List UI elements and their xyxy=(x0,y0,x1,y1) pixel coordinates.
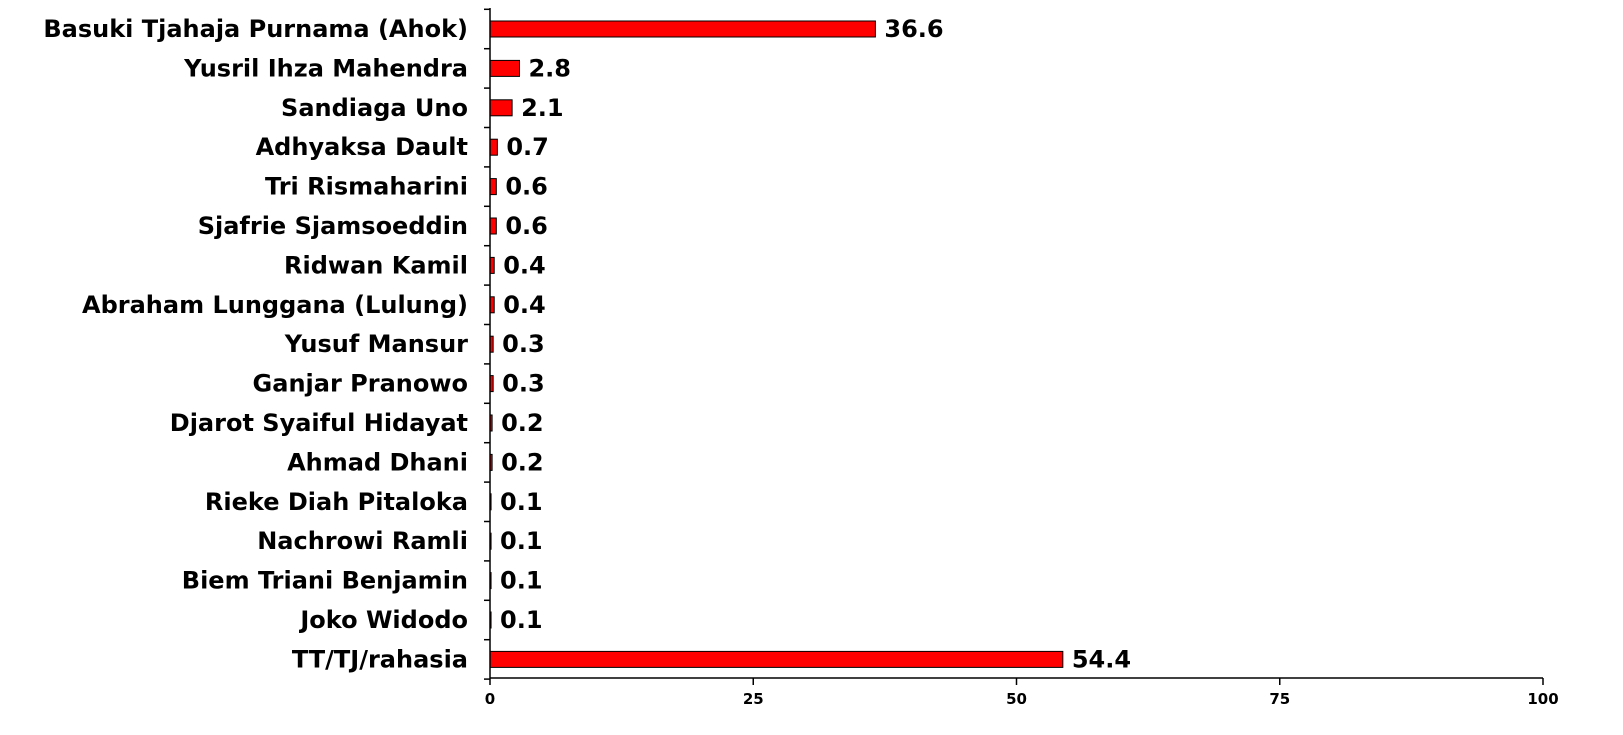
axes: 0 25 50 75 100 xyxy=(484,8,1559,708)
bar xyxy=(489,20,876,38)
data-label: 0.2 xyxy=(501,409,544,437)
data-label: 0.1 xyxy=(500,606,543,634)
bar xyxy=(489,59,520,77)
data-label: 0.1 xyxy=(500,567,543,595)
category-labels: Basuki Tjahaja Purnama (Ahok) Yusril Ihza… xyxy=(43,15,468,673)
data-label: 0.7 xyxy=(506,133,549,161)
x-tick-label: 0 xyxy=(485,690,495,708)
x-tick-label: 100 xyxy=(1527,690,1558,708)
bar xyxy=(489,138,498,156)
category-label: Sandiaga Uno xyxy=(281,94,468,122)
category-label: Tri Rismaharini xyxy=(265,173,468,201)
data-label: 0.1 xyxy=(500,527,543,555)
category-label: Sjafrie Sjamsoeddin xyxy=(198,212,468,240)
data-label: 0.3 xyxy=(502,330,545,358)
bar xyxy=(489,217,497,235)
data-label: 0.4 xyxy=(503,291,546,319)
data-label: 36.6 xyxy=(884,15,943,43)
category-label: Nachrowi Ramli xyxy=(257,527,468,555)
bars-layer xyxy=(489,20,1064,668)
value-labels: 36.6 2.8 2.1 0.7 0.6 0.6 0.4 0.4 0.3 0.3 0.2 0.2 0.1… xyxy=(500,15,1131,673)
category-label: Adhyaksa Dault xyxy=(256,133,468,161)
category-label: Ahmad Dhani xyxy=(287,448,468,476)
data-label: 2.1 xyxy=(521,94,564,122)
data-label: 2.8 xyxy=(528,54,571,82)
bar xyxy=(489,178,497,196)
category-label: TT/TJ/rahasia xyxy=(292,645,468,673)
data-label: 0.3 xyxy=(502,370,545,398)
category-label: Rieke Diah Pitaloka xyxy=(205,488,468,516)
x-tick-label: 75 xyxy=(1269,690,1290,708)
category-label: Djarot Syaiful Hidayat xyxy=(170,409,468,437)
category-label: Basuki Tjahaja Purnama (Ahok) xyxy=(43,15,468,43)
data-label: 0.4 xyxy=(503,251,546,279)
x-tick-label: 25 xyxy=(743,690,764,708)
category-label: Ridwan Kamil xyxy=(284,251,468,279)
data-label: 54.4 xyxy=(1072,645,1131,673)
category-label: Yusuf Mansur xyxy=(284,330,468,358)
category-label: Yusril Ihza Mahendra xyxy=(183,54,468,82)
data-label: 0.6 xyxy=(505,173,548,201)
data-label: 0.1 xyxy=(500,488,543,516)
bar xyxy=(489,650,1064,668)
category-label: Abraham Lunggana (Lulung) xyxy=(82,291,468,319)
category-label: Biem Triani Benjamin xyxy=(182,567,468,595)
data-label: 0.6 xyxy=(505,212,548,240)
x-tick-label: 50 xyxy=(1006,690,1027,708)
data-label: 0.2 xyxy=(501,448,544,476)
bar xyxy=(489,99,513,117)
category-label: Joko Widodo xyxy=(298,606,468,634)
category-label: Ganjar Pranowo xyxy=(253,370,468,398)
